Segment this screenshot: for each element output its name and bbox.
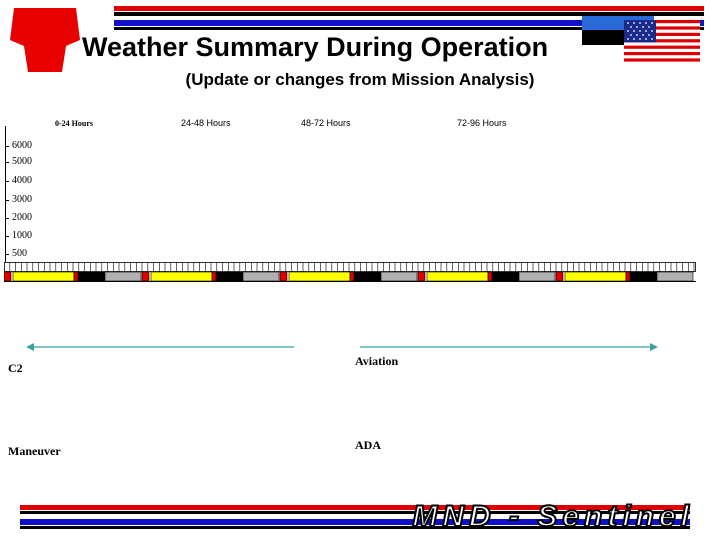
footer-brand: MND - Sentinel: [411, 499, 694, 534]
altitude-label: 5000: [12, 156, 32, 167]
altitude-label: 1000: [12, 230, 32, 241]
column-header-24-48: 24-48 Hours: [181, 118, 231, 128]
altitude-label: 2000: [12, 212, 32, 223]
keystone-emblem-icon: [10, 8, 80, 72]
section-label-maneuver: Maneuver: [8, 444, 61, 458]
altitude-tick: [5, 162, 9, 163]
section-label-aviation: Aviation: [355, 354, 399, 368]
altitude-label: 500: [12, 248, 27, 259]
altitude-tick: [5, 254, 9, 255]
page-title: Weather Summary During Operation: [82, 32, 549, 62]
footer-stripe-black-2: [20, 526, 690, 529]
section-label-ada: ADA: [355, 438, 381, 452]
ruler-period-block: [279, 271, 418, 282]
header-stripe-red: [114, 6, 704, 11]
ruler-period-block: [555, 271, 694, 282]
altitude-tick: [5, 181, 9, 182]
us-flag-icon: [624, 20, 700, 62]
ruler-period-block: [4, 271, 142, 282]
header-stripe-black-2: [114, 27, 704, 30]
footer-stripe-blue: [20, 519, 690, 525]
ruler-period-block: [417, 271, 556, 282]
altitude-tick: [5, 236, 9, 237]
altitude-tick: [5, 218, 9, 219]
aviation-ada-span-arrow: [360, 343, 658, 351]
column-header-0-24: 0-24 Hours: [55, 119, 93, 128]
ruler-tick-cells: [4, 262, 696, 272]
altitude-axis-line: [5, 126, 6, 262]
altitude-label: 6000: [12, 140, 32, 151]
hour-ruler: [4, 262, 696, 282]
page-subtitle: (Update or changes from Mission Analysis…: [185, 70, 535, 89]
column-header-48-72: 48-72 Hours: [301, 118, 351, 128]
header-stripe-black: [114, 12, 704, 16]
section-label-c2: C2: [8, 361, 23, 375]
altitude-tick: [5, 200, 9, 201]
column-header-72-96: 72-96 Hours: [457, 118, 507, 128]
altitude-label: 3000: [12, 194, 32, 205]
header-stripe-blue: [114, 20, 704, 26]
footer-stripe-black: [20, 511, 690, 514]
altitude-label: 4000: [12, 175, 32, 186]
c2-maneuver-span-arrow: [26, 343, 294, 351]
ruler-period-block: [141, 271, 280, 282]
altitude-tick: [5, 146, 9, 147]
footer-stripe-red: [20, 505, 690, 510]
